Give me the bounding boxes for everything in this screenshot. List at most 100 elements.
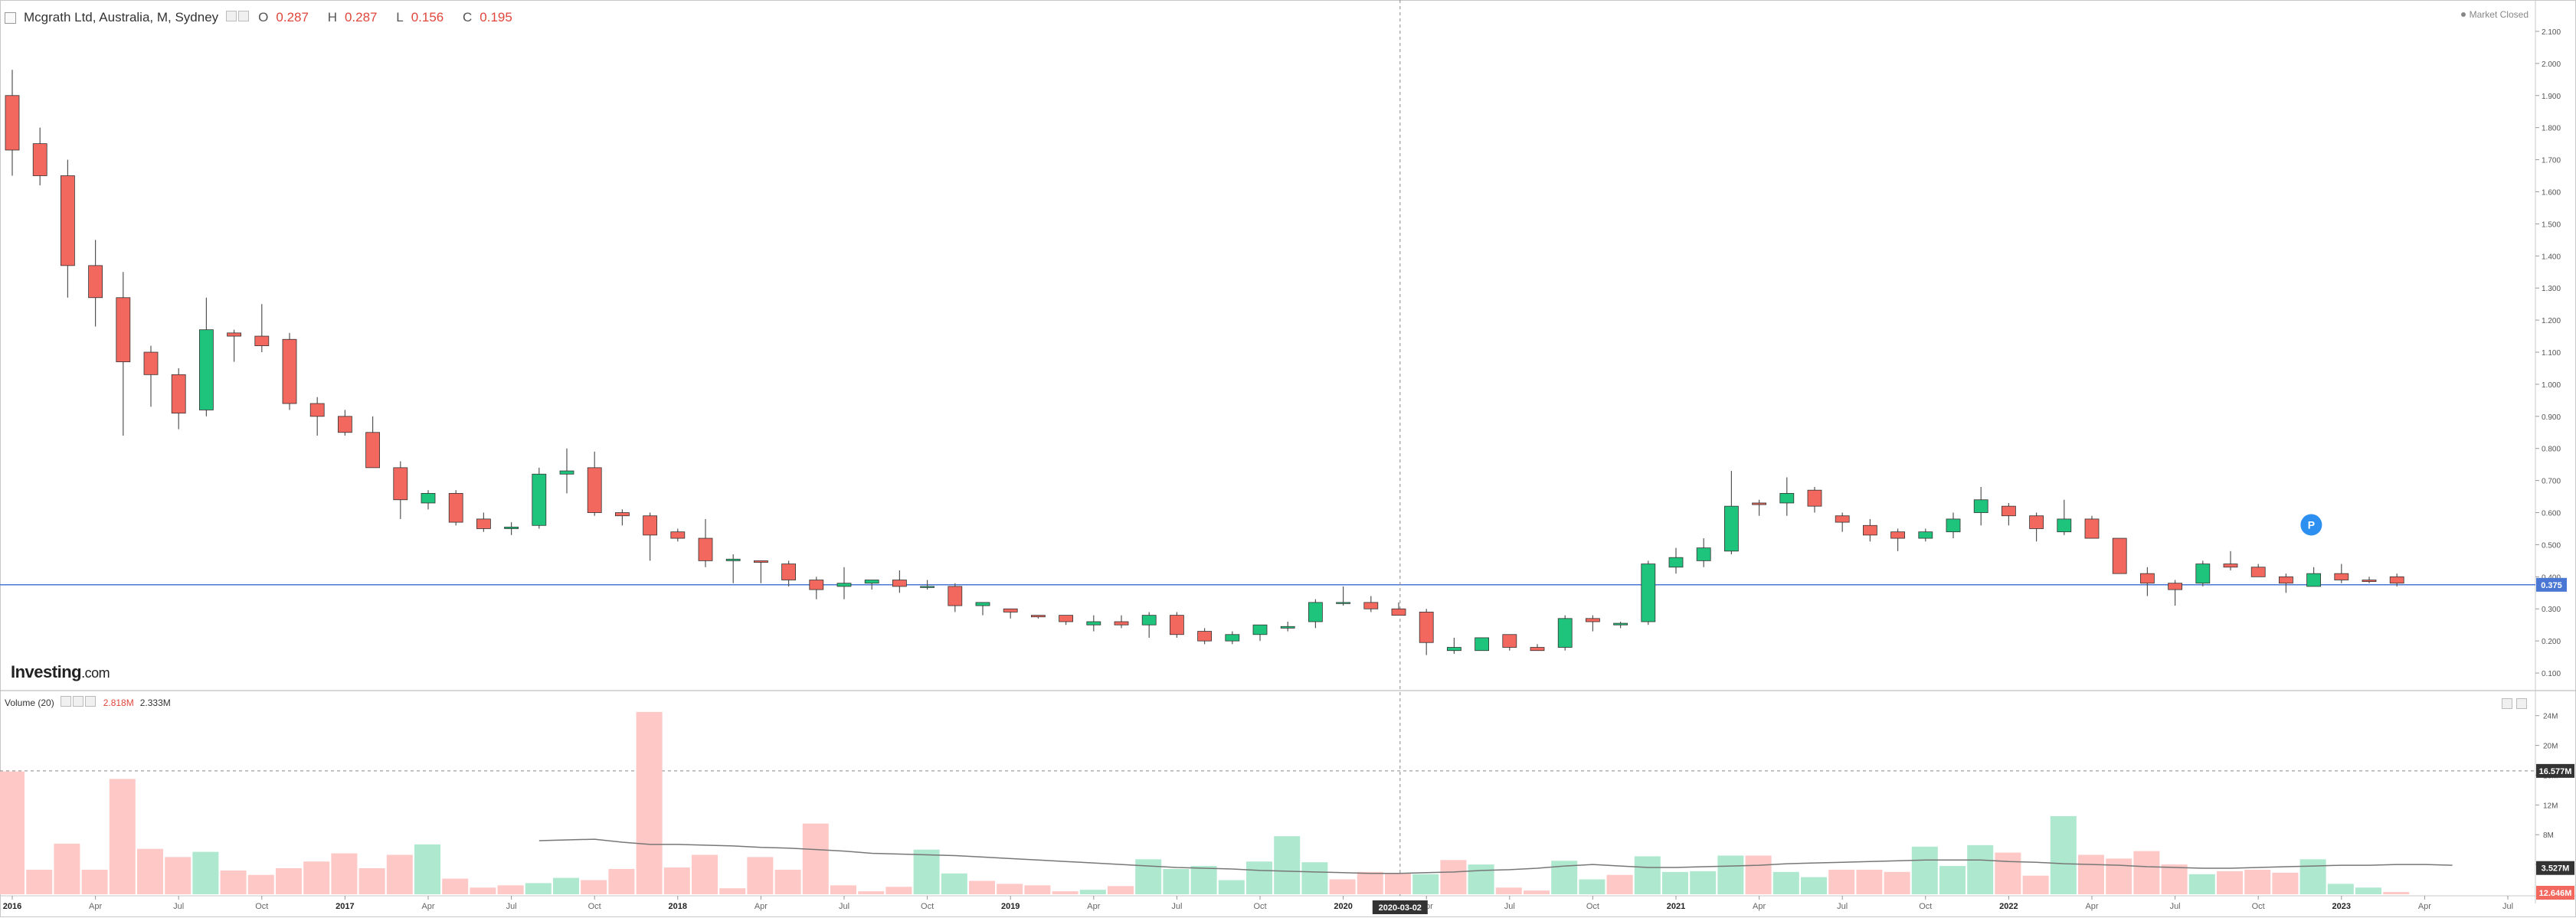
candle-body [809, 580, 824, 590]
candle-up [532, 467, 547, 529]
time-tick-label: Apr [2418, 902, 2431, 911]
volume-tick-label: 12M [2543, 802, 2558, 810]
candle-body [864, 580, 879, 584]
pivot-marker-circle [2300, 514, 2322, 536]
candle-body [1973, 499, 1988, 513]
volume-bar [2217, 871, 2243, 894]
price-tick-label: 0.100 [2542, 670, 2561, 678]
volume-bar [2383, 892, 2410, 894]
candle-body [32, 143, 47, 176]
close-value: 0.195 [480, 10, 512, 25]
volume-bar [2272, 872, 2299, 894]
candle-body [725, 558, 741, 561]
volume-settings-icon[interactable] [60, 696, 71, 707]
hide-icon[interactable] [238, 11, 250, 21]
volume-bar [1856, 869, 1883, 894]
volume-bar [941, 873, 967, 894]
volume-bar [553, 877, 579, 894]
candle-body [836, 583, 852, 587]
candle-body [1419, 612, 1434, 643]
candle-up [2057, 499, 2072, 535]
volume-bar [2106, 858, 2132, 894]
price-tick-label: 1.700 [2542, 157, 2561, 165]
symbol-title: Mcgrath Ltd, Australia, M, Sydney [24, 10, 219, 25]
time-tick-label: 2019 [1001, 902, 1020, 911]
volume-bar [2133, 851, 2160, 894]
candle-up [559, 448, 574, 494]
volume-bar [1579, 879, 1605, 894]
volume-bar [969, 880, 995, 894]
volume-bar [1246, 861, 1272, 894]
price-tick-label: 1.600 [2542, 188, 2561, 197]
candle-body [2334, 573, 2349, 580]
candle-body [1447, 647, 1461, 652]
candle-up [1696, 538, 1711, 567]
volume-bar [2355, 887, 2381, 894]
candle-down [2362, 577, 2377, 583]
candle-down [116, 272, 131, 436]
volume-bar [1717, 855, 1744, 894]
candle-down [1890, 528, 1906, 551]
time-tick-label: Jul [1171, 902, 1182, 911]
candle-body [2168, 583, 2183, 590]
volume-bar [1772, 871, 1799, 894]
candle-down [227, 329, 242, 362]
collapse-legend-button[interactable] [5, 11, 16, 24]
candle-up [1557, 615, 1573, 651]
volume-bar [1690, 871, 1717, 894]
open-label: O [258, 10, 269, 25]
candle-body [1530, 647, 1545, 652]
volume-bar [2244, 869, 2271, 894]
candle-down [2223, 550, 2238, 570]
time-tick-label: 2022 [1999, 902, 2018, 911]
settings-icon[interactable] [226, 11, 237, 21]
volume-bar [774, 869, 801, 894]
candle-down [2278, 573, 2293, 593]
time-tick-label: Oct [588, 902, 601, 911]
candle-body [1363, 602, 1379, 609]
close-label: C [463, 10, 473, 25]
maximize-pane-icon[interactable] [2502, 698, 2512, 709]
candle-down [32, 127, 47, 186]
market-status-text: Market Closed [2469, 9, 2529, 20]
volume-ma-value: 2.333M [139, 697, 171, 708]
candle-body [1252, 624, 1268, 635]
candle-down [171, 368, 186, 430]
ohlc-values: O 0.287 H 0.287 L 0.156 C 0.195 [258, 10, 528, 25]
volume-bar [137, 848, 163, 894]
candle-body [2306, 573, 2322, 587]
high-label: H [327, 10, 337, 25]
candle-body [1059, 615, 1073, 622]
candle-down [2001, 502, 2016, 526]
volume-bar [830, 885, 856, 894]
candle-body [1391, 608, 1406, 616]
open-value: 0.287 [276, 10, 309, 25]
time-tick-label: 2020 [1334, 902, 1352, 911]
volume-hide-icon[interactable] [72, 696, 83, 707]
candle-body [1225, 634, 1240, 642]
last-volume-ma-label: 3.527M [2542, 864, 2570, 874]
volume-bar [858, 891, 885, 894]
time-tick-label: Oct [2252, 902, 2265, 911]
candle-body [615, 512, 630, 517]
candle-body [1308, 602, 1323, 622]
candle-down [309, 397, 325, 436]
candle-up [1086, 615, 1101, 632]
volume-bar [331, 853, 358, 894]
candle-up [1723, 471, 1739, 554]
candle-down [2084, 515, 2100, 539]
candle-body [88, 265, 103, 299]
candle-body [698, 537, 713, 561]
volume-tick-label: 24M [2543, 713, 2558, 721]
candle-down [2389, 573, 2404, 586]
volume-bar [497, 885, 524, 894]
volume-bar [1274, 836, 1301, 894]
volume-close-icon[interactable] [84, 696, 96, 707]
candle-down [587, 451, 602, 516]
candle-body [61, 175, 75, 266]
volume-bar [276, 867, 302, 894]
crosshair-volume-label-bg [2536, 763, 2574, 778]
close-pane-icon[interactable] [2516, 698, 2527, 709]
time-tick-label: Apr [421, 902, 434, 911]
